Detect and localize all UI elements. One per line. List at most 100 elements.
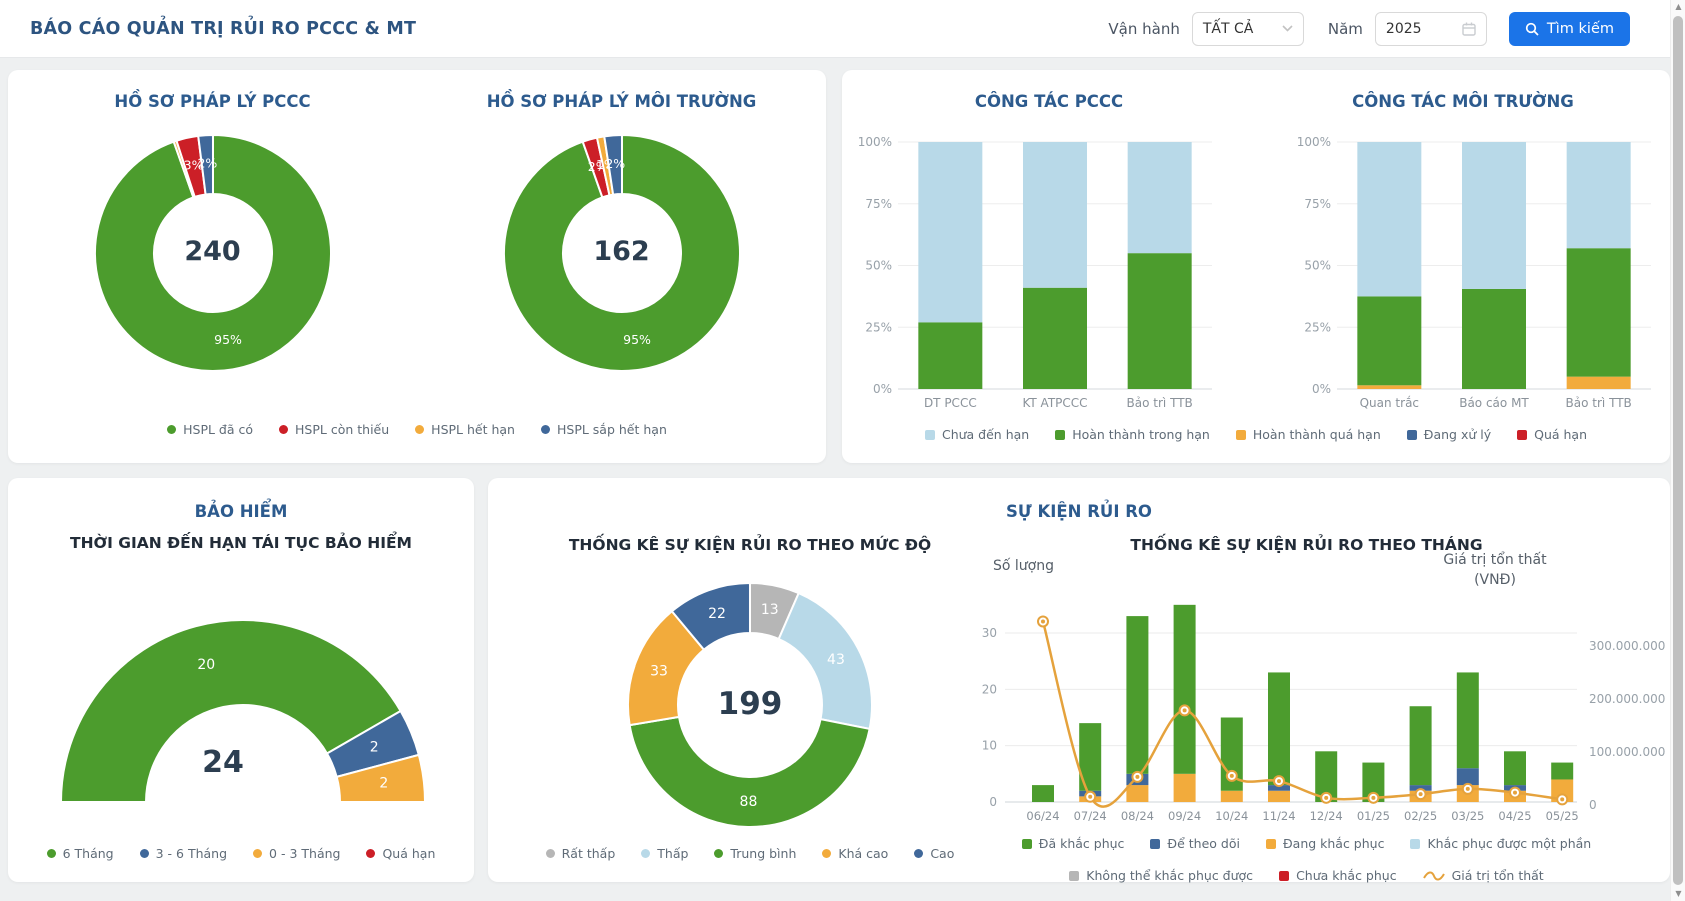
chart-title-hspl-pccc: HỒ SƠ PHÁP LÝ PCCC	[114, 92, 311, 111]
month-bar-segment[interactable]	[1268, 672, 1290, 786]
legend-item[interactable]: Khắc phục được một phần	[1410, 836, 1591, 851]
month-bar-segment[interactable]	[1362, 762, 1385, 802]
legend-label: 3 - 6 Tháng	[155, 846, 228, 861]
circle-swatch	[822, 849, 832, 858]
bar-segment[interactable]	[1023, 287, 1087, 389]
month-bar-segment[interactable]	[1126, 616, 1149, 774]
legend-label: Chưa đến hạn	[941, 427, 1030, 442]
bar-segment[interactable]	[1566, 248, 1631, 377]
legend-item[interactable]: HSPL đã có	[167, 422, 253, 437]
legend-item[interactable]: Hoàn thành quá hạn	[1235, 427, 1381, 442]
month-bar-segment[interactable]	[1268, 785, 1290, 791]
month-bar-segment[interactable]	[1173, 773, 1196, 802]
chart-title-mucdo: THỐNG KÊ SỰ KIỆN RỦI RO THEO MỨC ĐỘ	[568, 536, 932, 554]
chart-title-congtac-pccc: CÔNG TÁC PCCC	[974, 92, 1124, 111]
legend-item[interactable]: 6 Tháng	[46, 846, 114, 861]
bar-segment[interactable]	[1566, 142, 1631, 249]
legend-item[interactable]: Để theo dõi	[1150, 836, 1240, 851]
bar-segment[interactable]	[1127, 253, 1192, 389]
legend-item[interactable]: 0 - 3 Tháng	[253, 846, 340, 861]
loss-value-line[interactable]	[1041, 621, 1563, 808]
loss-value-point-dot	[1041, 619, 1045, 624]
bar-segment[interactable]	[1462, 142, 1526, 289]
legend-item[interactable]: Không thể khắc phục được	[1069, 868, 1253, 883]
chart-title-gauge: THỜI GIAN ĐẾN HẠN TÁI TỤC BẢO HIỂM	[70, 534, 412, 552]
gauge-slice[interactable]	[59, 619, 402, 803]
legend-item[interactable]: Đang xử lý	[1406, 427, 1491, 442]
month-bar-segment[interactable]	[1220, 790, 1243, 802]
legend-item[interactable]: Trung bình	[714, 846, 796, 861]
card-insurance: BẢO HIỂM THỜI GIAN ĐẾN HẠN TÁI TỤC BẢO H…	[8, 478, 474, 882]
month-bar-segment[interactable]	[1456, 672, 1479, 769]
year-input[interactable]: 2025	[1374, 11, 1487, 46]
month-bar-segment[interactable]	[1551, 762, 1574, 780]
bar-segment[interactable]	[1566, 376, 1631, 389]
square-swatch	[1279, 870, 1290, 881]
scrollbar[interactable]: ▲ ▼	[1670, 0, 1685, 901]
pie-slice[interactable]	[670, 581, 751, 652]
month-bar-segment[interactable]	[1268, 790, 1290, 802]
legend-label: Đã khắc phục	[1038, 836, 1125, 851]
legend-item[interactable]: Hoàn thành trong hạn	[1055, 427, 1210, 442]
legend-item[interactable]: Đang khắc phục	[1265, 836, 1384, 851]
month-bar-segment[interactable]	[1504, 751, 1526, 786]
month-bar-segment[interactable]	[1409, 785, 1432, 791]
legend-item[interactable]: Đã khắc phục	[1021, 836, 1125, 851]
bar-segment[interactable]	[1462, 288, 1526, 389]
month-bar-segment[interactable]	[1126, 785, 1149, 802]
card-title-sukien: SỰ KIỆN RỦI RO	[1006, 502, 1152, 521]
scrollbar-thumb[interactable]	[1673, 16, 1683, 885]
pie-slice[interactable]	[602, 133, 623, 196]
slice-label: 2%	[605, 156, 625, 171]
month-bar-segment[interactable]	[1032, 785, 1054, 802]
hspl-pccc-group: HỒ SƠ PHÁP LÝ PCCC 95% 3% 2% 240	[8, 70, 417, 463]
legend-item[interactable]: Khá cao	[822, 846, 888, 861]
left-axis-tick: 0	[989, 795, 997, 809]
legend-item[interactable]: Giá trị tổn thất	[1422, 866, 1544, 885]
month-bar-segment[interactable]	[1551, 779, 1574, 802]
search-button[interactable]: Tìm kiếm	[1508, 11, 1630, 46]
pie-slice[interactable]	[628, 715, 871, 828]
slice-label: 13	[761, 602, 779, 618]
bar-segment[interactable]	[1357, 296, 1422, 386]
x-axis-month: 06/24	[1026, 809, 1059, 823]
month-bar-segment[interactable]	[1173, 604, 1196, 774]
scrollbar-up-arrow[interactable]: ▲	[1675, 2, 1682, 11]
month-bar-segment[interactable]	[1220, 717, 1243, 791]
legend-item[interactable]: Rất thấp	[545, 846, 615, 861]
right-axis-tick: 200.000.000	[1589, 692, 1665, 706]
legend-item[interactable]: Chưa đến hạn	[924, 427, 1030, 442]
pie-slice[interactable]	[93, 133, 332, 372]
bar-segment[interactable]	[1127, 142, 1192, 254]
legend-item[interactable]: Quá hạn	[366, 846, 435, 861]
bar-segment[interactable]	[1023, 142, 1087, 288]
bar-segment[interactable]	[1357, 142, 1422, 297]
search-icon	[1525, 22, 1539, 36]
y-axis-tick: 0%	[1312, 382, 1331, 396]
left-axis-tick: 30	[982, 626, 997, 640]
gauge-slice[interactable]	[335, 753, 427, 803]
month-bar-segment[interactable]	[1409, 706, 1432, 786]
legend-item[interactable]: Thấp	[641, 846, 688, 861]
bar-segment[interactable]	[918, 322, 983, 389]
operation-select[interactable]: TẤT CẢ	[1191, 11, 1304, 46]
bar-segment[interactable]	[1357, 385, 1422, 389]
legend-item[interactable]: Quá hạn	[1517, 427, 1587, 442]
scrollbar-down-arrow[interactable]: ▼	[1675, 889, 1682, 898]
legend-label: Quá hạn	[1534, 427, 1588, 442]
legend-item[interactable]: 3 - 6 Tháng	[139, 846, 228, 861]
pie-slice[interactable]	[502, 133, 741, 372]
legend-item[interactable]: HSPL còn thiếu	[279, 422, 389, 437]
legend-item[interactable]: HSPL hết hạn	[415, 422, 515, 437]
month-bar-segment[interactable]	[1315, 751, 1338, 802]
x-axis-month: 02/25	[1404, 809, 1437, 823]
month-bar-segment[interactable]	[1079, 723, 1102, 791]
legend-item[interactable]: HSPL sắp hết hạn	[540, 422, 667, 437]
legend-item[interactable]: Chưa khắc phục	[1279, 868, 1397, 883]
bar-segment[interactable]	[918, 142, 983, 323]
square-swatch	[1517, 429, 1528, 440]
square-swatch	[1055, 429, 1066, 440]
legend-item[interactable]: Cao	[914, 846, 954, 861]
month-bar-segment[interactable]	[1456, 768, 1479, 786]
pie-slice[interactable]	[196, 133, 214, 196]
